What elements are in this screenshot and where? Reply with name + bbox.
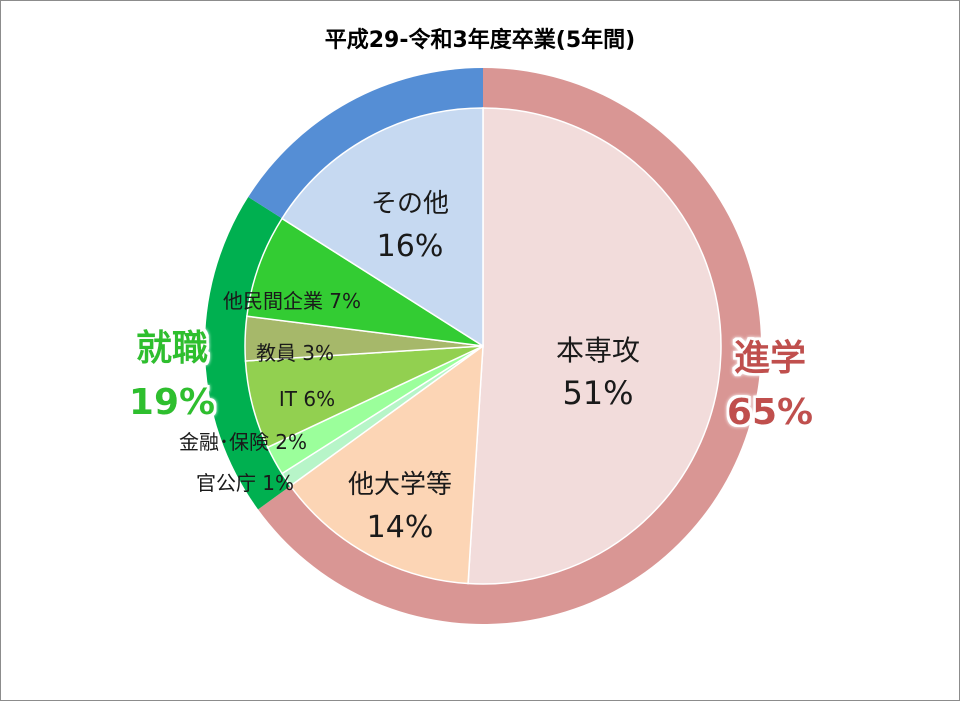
pie-slice-other-universities (289, 344, 484, 585)
label-value-main-major: 51% (562, 374, 633, 412)
data-labels: 本専攻 51% 他大学等 14% 官公庁 1% 金融･保険 2% IT 6% 教員 3% 他民間… (129, 189, 813, 545)
label-name-other: その他 (371, 189, 449, 219)
label-it: IT 6% (279, 387, 335, 411)
pie-slice-main-major (467, 107, 722, 585)
ring-label-name-employment: 就職 (136, 328, 208, 369)
label-value-other-universities: 14% (367, 510, 434, 545)
inner-pie (244, 107, 722, 585)
pie-slice-other (281, 107, 484, 348)
label-value-other: 16% (377, 229, 444, 264)
label-name-main-major: 本専攻 (556, 334, 640, 367)
pie-slice-other-private (246, 217, 484, 347)
label-other-private: 他民間企業 7% (223, 289, 361, 313)
label-government: 官公庁 1% (196, 471, 294, 495)
ring-label-value-further-study: 65% (727, 392, 813, 433)
label-name-other-universities: 他大学等 (348, 470, 452, 500)
ring-label-value-employment: 19% (129, 382, 215, 423)
chart-title: 平成29-令和3年度卒業(5年間) (324, 28, 636, 53)
label-finance-insurance: 金融･保険 2% (179, 430, 307, 454)
label-teacher: 教員 3% (256, 341, 334, 365)
ring-label-name-further-study: 進学 (734, 337, 806, 379)
